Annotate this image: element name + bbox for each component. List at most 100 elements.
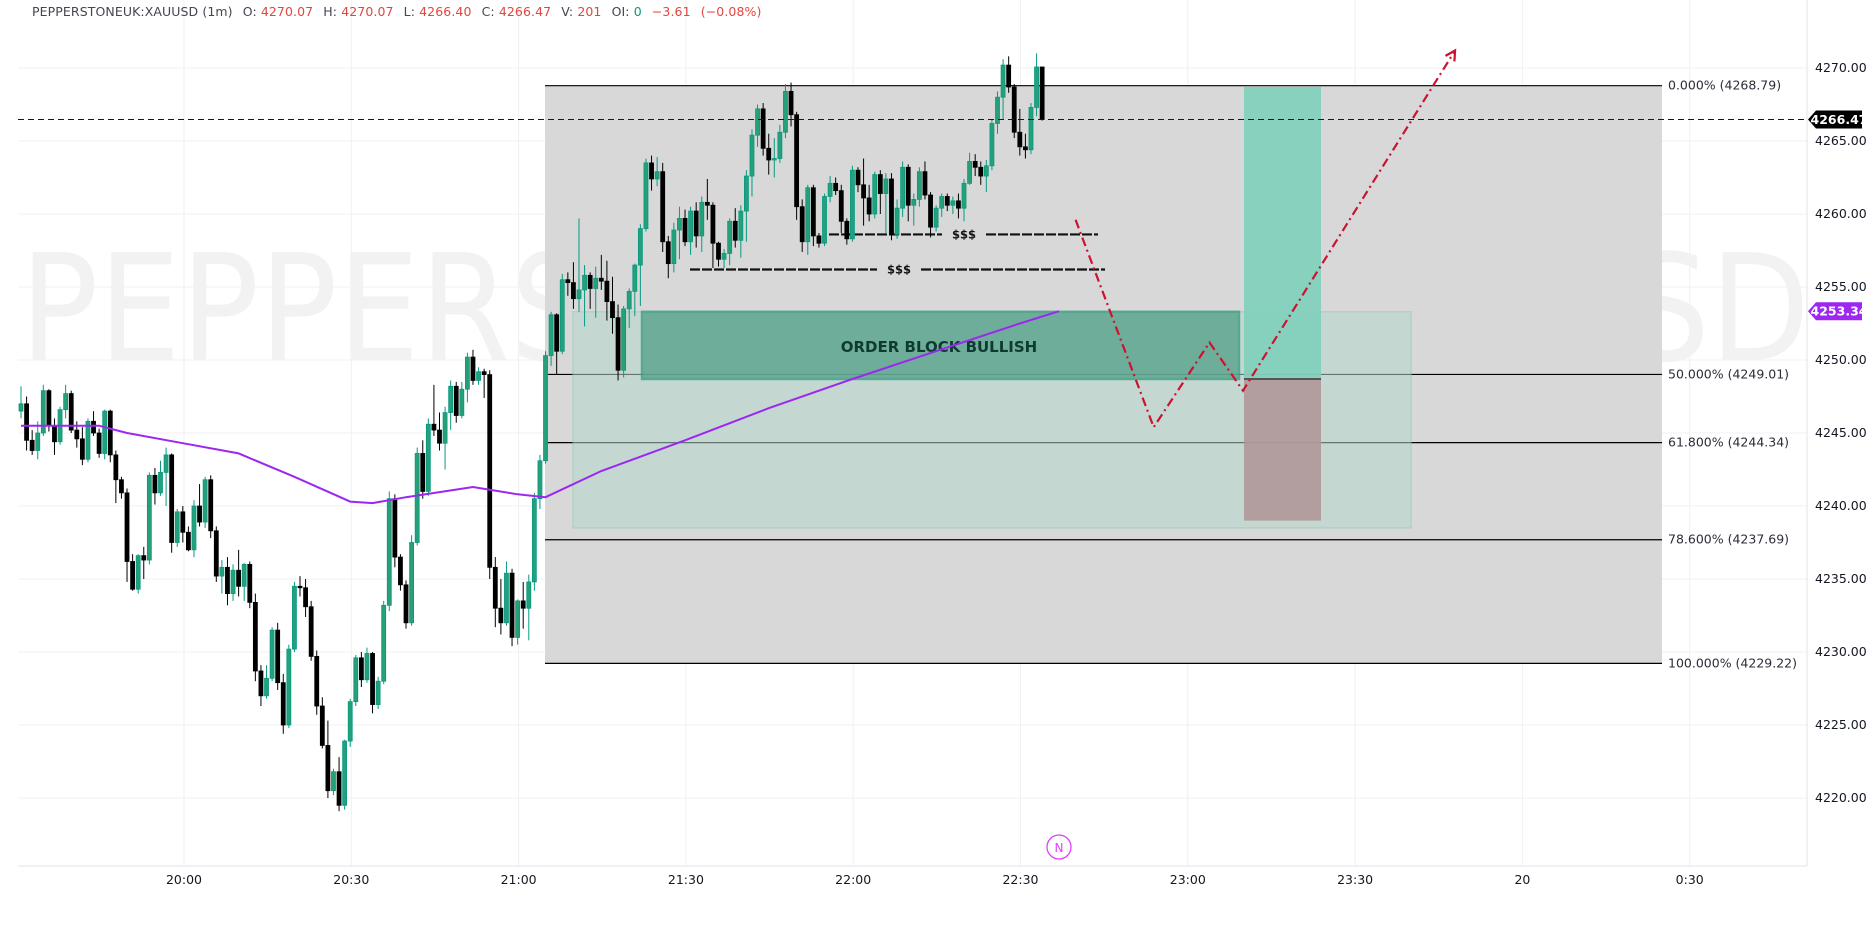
candle-up: [688, 210, 693, 243]
candle-up: [995, 96, 1000, 124]
candle-up: [621, 308, 627, 371]
candle-up: [933, 207, 939, 228]
candle-down: [225, 566, 230, 595]
time-axis-label: 21:30: [668, 872, 704, 887]
candle-down: [113, 454, 119, 481]
candle-down: [905, 166, 911, 206]
candle-down: [838, 190, 844, 222]
candle-up: [961, 182, 967, 209]
candle-up: [1000, 64, 1006, 98]
candle-down: [554, 314, 560, 352]
candle-up: [777, 131, 783, 159]
ma-price-tag: 4253.34: [1811, 304, 1868, 319]
candle-down: [855, 169, 861, 186]
volume-value: 201: [577, 4, 602, 19]
candle-up: [727, 220, 733, 254]
candle-up: [626, 290, 632, 310]
candle-down: [325, 745, 331, 792]
close-label: C:: [481, 4, 495, 19]
moving-average-line[interactable]: [21, 310, 1060, 505]
candle-up: [582, 274, 587, 291]
candle-up: [950, 200, 956, 206]
candle-down: [107, 410, 113, 456]
candle-down: [788, 90, 794, 116]
current-price-tag-bg: [1808, 110, 1862, 129]
candle-down: [319, 705, 325, 746]
candle-down: [236, 569, 242, 587]
current-price-tag: 4266.47: [1811, 112, 1868, 127]
candle-up: [850, 169, 855, 240]
candle-down: [492, 566, 498, 609]
projection-arrow[interactable]: [1074, 48, 1457, 430]
candle-up: [967, 161, 972, 184]
candle-down: [420, 453, 426, 492]
candle-up: [286, 648, 292, 726]
candle-up: [983, 165, 989, 177]
candle-down: [130, 561, 136, 590]
price-axis-label: 4250.00: [1815, 352, 1867, 367]
candle-down: [358, 657, 364, 681]
candle-down: [74, 429, 80, 440]
open-label: O:: [242, 4, 257, 19]
candle-up: [347, 701, 353, 742]
candle-down: [861, 184, 866, 199]
candle-down: [956, 200, 961, 209]
candle-down: [799, 206, 805, 243]
candle-up: [900, 166, 906, 209]
candle-up: [755, 108, 760, 136]
price-axis-label: 4265.00: [1815, 133, 1867, 148]
candle-down: [197, 505, 202, 523]
candle-up: [721, 253, 727, 260]
candle-down: [716, 242, 721, 260]
candle-up: [464, 356, 470, 390]
volume-label: V:: [561, 4, 574, 19]
candle-down: [453, 385, 459, 416]
candle-down: [1023, 146, 1028, 151]
candle-up: [537, 460, 543, 500]
candle-down: [392, 498, 398, 558]
news-marker-circle[interactable]: [1046, 834, 1072, 860]
candle-down: [565, 279, 571, 284]
candle-down: [571, 282, 576, 300]
candle-down: [68, 393, 74, 431]
candle-down: [520, 600, 526, 609]
projection-path[interactable]: [1074, 49, 1457, 430]
high-label: H:: [323, 4, 338, 19]
long-target-zone[interactable]: [1244, 86, 1321, 379]
candle-down: [213, 530, 219, 577]
candle-up: [671, 229, 677, 265]
candle-down: [610, 301, 615, 319]
candle-down: [297, 585, 303, 589]
symbol-title[interactable]: PEPPERSTONEUK:XAUUSD (1m): [32, 4, 233, 19]
candle-up: [749, 134, 755, 177]
candle-up: [476, 371, 481, 381]
candle-down: [308, 606, 314, 657]
news-marker[interactable]: N: [1046, 834, 1072, 860]
fib-level-label: 61.800% (4244.34): [1668, 435, 1789, 450]
candle-up: [409, 542, 415, 624]
candle-up: [548, 314, 554, 357]
candle-up: [677, 217, 682, 231]
candle-down: [252, 601, 258, 672]
candle-up: [442, 412, 448, 444]
arrowhead-icon: [1444, 48, 1457, 62]
candle-up: [40, 390, 46, 434]
candle-up: [102, 410, 108, 454]
time-axis-label: 20:30: [333, 872, 369, 887]
candle-down: [928, 194, 933, 228]
candle-down: [46, 390, 52, 427]
candle-down: [649, 162, 654, 180]
candle-up: [515, 600, 521, 638]
order-block-box[interactable]: [640, 310, 1241, 381]
candle-up: [174, 511, 180, 543]
long-stop-zone[interactable]: [1244, 378, 1321, 521]
candle-up: [202, 479, 208, 523]
fib-level-label: 78.600% (4237.69): [1668, 532, 1789, 547]
low-value: 4266.40: [419, 4, 472, 19]
candle-down: [665, 241, 671, 265]
candle-down: [124, 492, 130, 562]
long-position-tool[interactable]: [1244, 86, 1321, 521]
time-axis-label: 0:30: [1676, 872, 1704, 887]
liquidity-lines[interactable]: $$$ $$$: [690, 227, 1105, 276]
